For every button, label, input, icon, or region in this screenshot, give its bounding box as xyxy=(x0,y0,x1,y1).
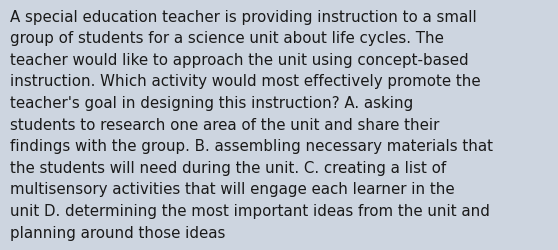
Text: A special education teacher is providing instruction to a small
group of student: A special education teacher is providing… xyxy=(10,10,493,239)
